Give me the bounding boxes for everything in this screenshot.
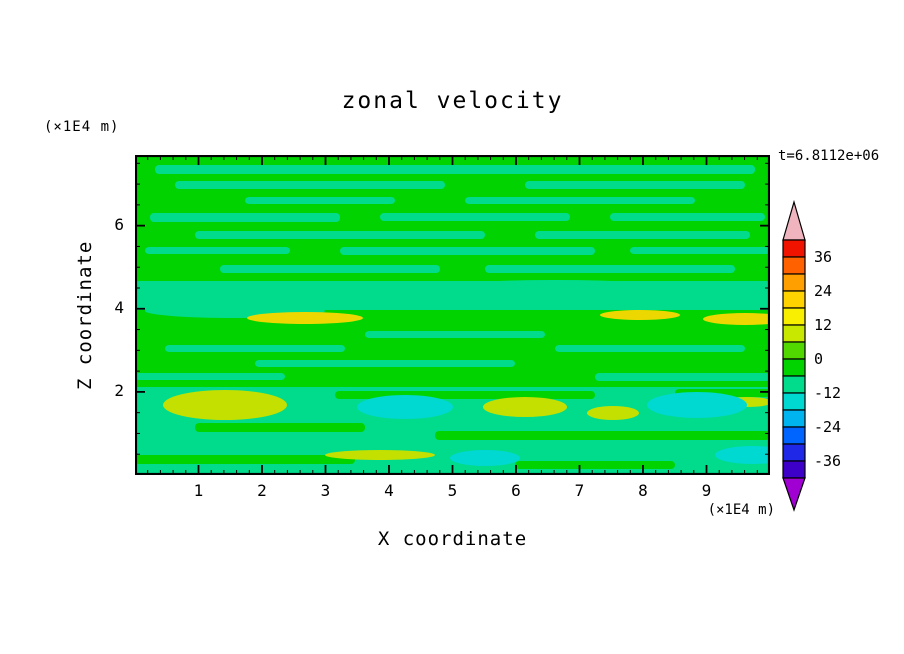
contour-field (134, 154, 771, 476)
x-tick-label: 2 (257, 481, 267, 500)
colorbar-segment (782, 324, 806, 343)
colorbar-tick-label: 24 (814, 282, 833, 300)
colorbar-tick-label: -24 (814, 418, 842, 436)
time-annotation: t=6.8112e+06 (778, 148, 880, 164)
colorbar-tick-label: 0 (814, 350, 824, 368)
colorbar-segment (782, 256, 806, 275)
x-tick-label: 3 (320, 481, 331, 500)
x-tick-label: 6 (511, 481, 521, 500)
plot-area (134, 154, 771, 476)
colorbar-segment (782, 392, 806, 411)
colorbar-segment (782, 273, 806, 292)
colorbar-tick-label: 12 (814, 316, 833, 334)
y-axis-unit: (×1E4 m) (44, 119, 120, 135)
x-tick-label: 4 (384, 481, 394, 500)
colorbar-segment (782, 375, 806, 394)
x-tick-label: 9 (701, 481, 712, 500)
colorbar-tick-label: -36 (814, 452, 842, 470)
x-tick-label: 8 (638, 481, 648, 500)
plot-title: zonal velocity (341, 88, 564, 114)
x-axis-unit: (×1E4 m) (707, 502, 775, 518)
plot-border (134, 154, 771, 476)
y-tick-label: 6 (114, 214, 124, 234)
y-tick-label: 2 (114, 380, 124, 400)
y-tick-label: 4 (114, 297, 124, 317)
colorbar-segment (782, 290, 806, 309)
colorbar-segment (782, 358, 806, 377)
x-tick-label: 1 (193, 481, 204, 500)
colorbar-segment (782, 426, 806, 445)
colorbar-tick-label: 36 (814, 248, 833, 266)
x-tick-label: 7 (574, 481, 585, 500)
colorbar-bottom-arrow (782, 477, 806, 512)
colorbar-segment (782, 307, 806, 326)
colorbar-segment (782, 409, 806, 428)
colorbar-top-arrow (782, 199, 806, 241)
colorbar-tick-label: -12 (814, 384, 842, 402)
contour-shapes (135, 155, 770, 475)
colorbar-segment (782, 341, 806, 360)
colorbar-segment (782, 460, 806, 479)
colorbar (782, 199, 806, 512)
colorbar-segment (782, 443, 806, 462)
x-axis-title: X coordinate (377, 528, 528, 550)
x-tick-label: 5 (447, 481, 458, 500)
colorbar-segment (782, 239, 806, 258)
